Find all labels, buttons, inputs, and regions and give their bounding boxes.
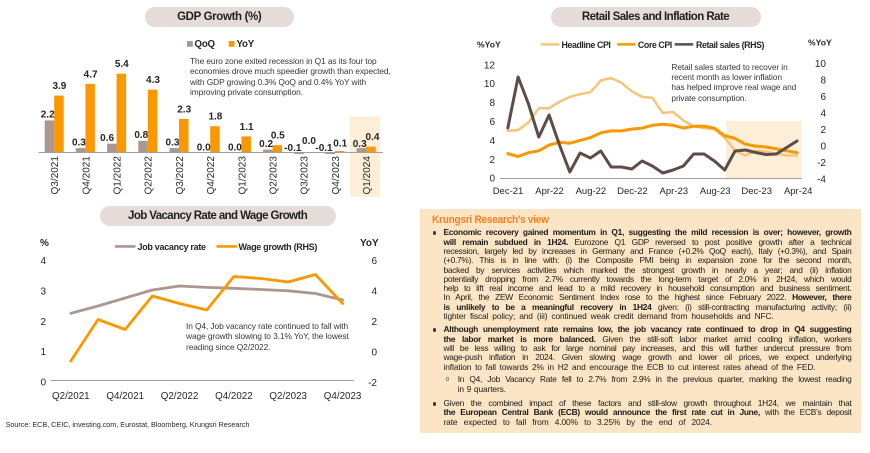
svg-text:%YoY: %YoY (808, 38, 832, 48)
svg-text:8: 8 (820, 76, 826, 87)
svg-text:Q2/2021: Q2/2021 (52, 391, 90, 402)
svg-text:2: 2 (820, 125, 826, 136)
svg-text:Dec-21: Dec-21 (493, 186, 524, 197)
svg-text:6: 6 (371, 256, 377, 267)
svg-text:Q2/2023: Q2/2023 (269, 156, 280, 195)
svg-text:0: 0 (489, 174, 495, 185)
svg-text:Q2/2023: Q2/2023 (269, 391, 307, 402)
svg-text:Dec-23: Dec-23 (741, 186, 772, 197)
svg-text:%: % (40, 238, 49, 249)
svg-text:10: 10 (484, 79, 496, 90)
svg-text:YoY: YoY (237, 39, 255, 50)
svg-text:2: 2 (371, 317, 377, 328)
svg-text:0.0: 0.0 (197, 143, 211, 154)
svg-text:-2: -2 (368, 378, 377, 389)
svg-text:Q4/2022: Q4/2022 (206, 156, 217, 195)
svg-text:Q1/2022: Q1/2022 (113, 156, 124, 195)
svg-text:Q4/2021: Q4/2021 (106, 391, 144, 402)
svg-text:0.0: 0.0 (228, 143, 242, 154)
svg-text:%YoY: %YoY (477, 40, 501, 50)
svg-text:Dec-22: Dec-22 (617, 186, 648, 197)
svg-text:8: 8 (489, 98, 495, 109)
svg-text:Q4/2023: Q4/2023 (331, 156, 342, 195)
svg-text:0.4: 0.4 (366, 132, 380, 143)
svg-text:5.4: 5.4 (115, 59, 129, 70)
svg-text:0.3: 0.3 (166, 137, 180, 148)
svg-text:Wage growth (RHS): Wage growth (RHS) (239, 242, 318, 252)
svg-text:0.6: 0.6 (100, 133, 114, 144)
svg-text:Q4/2022: Q4/2022 (215, 391, 253, 402)
svg-text:2.3: 2.3 (177, 104, 191, 115)
svg-text:Q2/2022: Q2/2022 (161, 391, 199, 402)
svg-text:Headline CPI: Headline CPI (562, 40, 611, 50)
svg-text:QoQ: QoQ (195, 39, 216, 50)
svg-text:0.8: 0.8 (134, 130, 148, 141)
svg-text:0.3: 0.3 (353, 139, 367, 150)
svg-text:0.3: 0.3 (72, 137, 86, 148)
svg-text:-0.1: -0.1 (315, 143, 333, 154)
svg-text:1: 1 (40, 347, 46, 358)
svg-text:Q1/2023: Q1/2023 (237, 156, 248, 195)
svg-text:10: 10 (815, 59, 827, 70)
svg-text:1.1: 1.1 (240, 122, 254, 133)
svg-text:3: 3 (40, 286, 46, 297)
svg-text:4: 4 (820, 109, 826, 120)
svg-text:3.9: 3.9 (52, 81, 66, 92)
svg-text:6: 6 (820, 92, 826, 103)
svg-text:Job vacancy rate: Job vacancy rate (138, 242, 207, 252)
svg-text:Q3/2022: Q3/2022 (175, 156, 186, 195)
svg-text:Apr-24: Apr-24 (784, 186, 813, 197)
svg-text:Q2/2022: Q2/2022 (144, 156, 155, 195)
svg-text:Q4/2023: Q4/2023 (324, 391, 362, 402)
svg-text:6: 6 (489, 117, 495, 128)
svg-text:4: 4 (371, 287, 377, 298)
svg-text:Q3/2021: Q3/2021 (50, 156, 61, 195)
svg-text:4: 4 (40, 256, 46, 267)
svg-text:-0.1: -0.1 (284, 143, 302, 154)
svg-text:-4: -4 (817, 175, 826, 186)
svg-text:0.0: 0.0 (302, 136, 316, 147)
svg-text:4.7: 4.7 (84, 69, 98, 80)
svg-text:Apr-22: Apr-22 (535, 186, 564, 197)
svg-text:0.2: 0.2 (259, 139, 273, 150)
svg-text:YoY: YoY (360, 238, 379, 249)
svg-text:Retail sales (RHS): Retail sales (RHS) (696, 40, 765, 50)
svg-text:12: 12 (484, 60, 496, 71)
svg-text:Q3/2023: Q3/2023 (300, 156, 311, 195)
svg-text:0: 0 (371, 348, 377, 359)
svg-text:0: 0 (40, 378, 46, 389)
svg-text:Core CPI: Core CPI (638, 40, 672, 50)
svg-text:2: 2 (40, 317, 46, 328)
svg-text:2: 2 (489, 155, 495, 166)
svg-text:Q1/2024: Q1/2024 (362, 156, 373, 195)
svg-text:0: 0 (820, 142, 826, 153)
svg-text:Q4/2021: Q4/2021 (81, 156, 92, 195)
svg-text:0.5: 0.5 (271, 131, 285, 142)
svg-text:0.1: 0.1 (333, 138, 347, 149)
svg-text:1.8: 1.8 (208, 112, 222, 123)
svg-text:Apr-23: Apr-23 (660, 186, 689, 197)
svg-text:4.3: 4.3 (146, 75, 160, 86)
svg-text:Aug-22: Aug-22 (576, 186, 607, 197)
svg-text:-2: -2 (817, 158, 826, 169)
svg-text:2.2: 2.2 (41, 110, 55, 121)
svg-text:Aug-23: Aug-23 (700, 186, 731, 197)
svg-text:4: 4 (489, 136, 495, 147)
